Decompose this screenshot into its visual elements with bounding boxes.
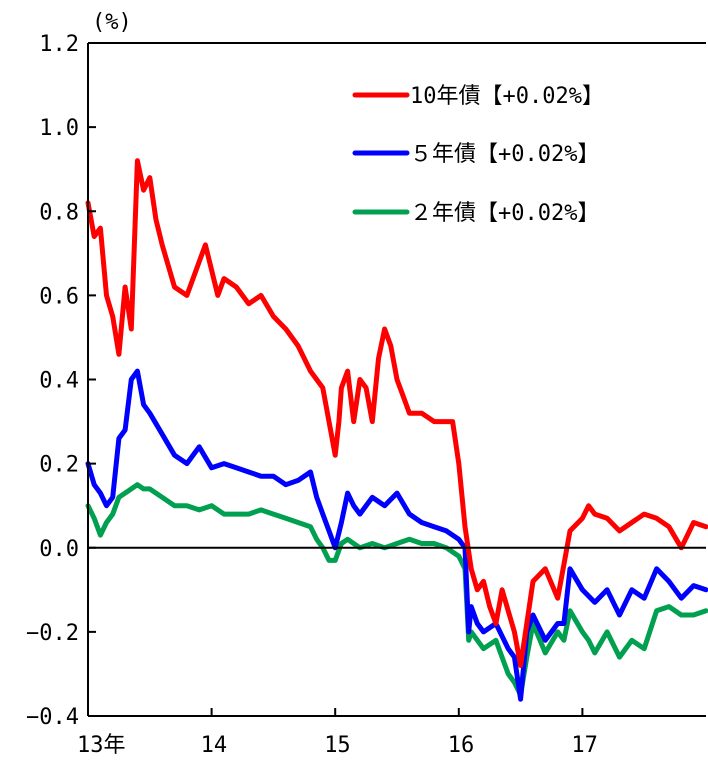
series-layer [85,158,708,702]
x-tick-label: 16 [448,733,475,758]
y-tick-label: 1.2 [39,32,79,57]
series-line-2 [85,482,708,698]
x-tick-label: 14 [201,733,228,758]
y-tick-label: 0.2 [39,453,79,478]
axes-layer: 1.2 1.0 0.8 0.6 0.4 0.2 0.0 −0.2 −0.4 13年 14 15 16 17… [26,10,706,758]
y-tick-label: −0.2 [26,621,79,646]
unit-label: (%) [92,10,132,35]
x-tick-label: 15 [324,733,351,758]
x-tick-label: 13年 [77,733,126,758]
legend-label-0: 10年債【+0.02%】 [410,84,604,109]
series-line-0 [85,158,708,668]
y-tick-label: 0.4 [39,369,79,394]
legend-label-2: ２年債【+0.02%】 [410,201,599,226]
series-line-1 [85,368,708,702]
y-tick-label: 0.6 [39,284,79,309]
y-tick-label: 0.0 [39,537,79,562]
legend-label-1: ５年債【+0.02%】 [410,142,599,167]
y-tick-label: 1.0 [39,116,79,141]
x-tick-label: 17 [571,733,598,758]
y-tick-label: 0.8 [39,200,79,225]
y-tick-label: −0.4 [26,705,79,730]
legend: 10年債【+0.02%】 ５年債【+0.02%】 ２年債【+0.02%】 [352,84,604,226]
